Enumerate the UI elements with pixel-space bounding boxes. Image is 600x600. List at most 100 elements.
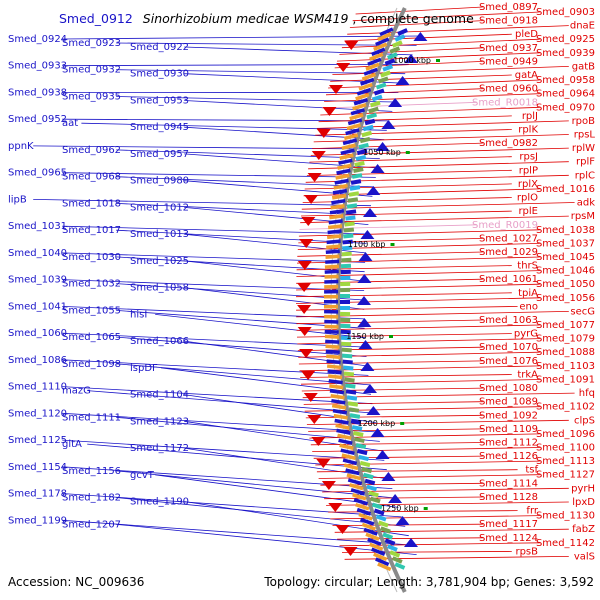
gene-label-right[interactable]: adk	[577, 198, 595, 209]
gene-label-right[interactable]: Smed_1096	[536, 429, 595, 440]
gene-feature-band[interactable]	[367, 57, 382, 66]
gene-feature-band[interactable]	[391, 556, 403, 564]
gene-feature-band[interactable]	[347, 478, 363, 486]
gene-feature-band[interactable]	[323, 304, 339, 309]
gene-feature-band[interactable]	[384, 538, 396, 546]
gene-feature-band[interactable]	[345, 215, 356, 221]
gene-feature-band[interactable]	[358, 512, 373, 521]
gene-feature-band[interactable]	[350, 108, 366, 116]
gene-feature-band[interactable]	[368, 106, 379, 114]
gene-label-right[interactable]: rplO	[517, 193, 538, 204]
gene-label-right[interactable]: Smed_1038	[536, 225, 595, 236]
gene-feature-band[interactable]	[331, 193, 347, 200]
gene-feature-band[interactable]	[333, 413, 348, 420]
gene-feature-band[interactable]	[340, 317, 351, 323]
gene-label-left[interactable]: Smed_1086	[8, 355, 67, 366]
gene-feature-band[interactable]	[377, 32, 392, 42]
gene-label-right[interactable]: Smed_0970	[536, 102, 595, 113]
gene-feature-band[interactable]	[334, 418, 349, 425]
gene-feature-band[interactable]	[346, 123, 361, 131]
gene-label-left[interactable]: Smed_1041	[8, 301, 67, 312]
gene-label-right[interactable]: Smed_1117	[479, 519, 538, 530]
gene-feature-band[interactable]	[369, 100, 381, 108]
gene-label-right[interactable]: Smed_1016	[536, 184, 595, 195]
gene-feature-band[interactable]	[358, 82, 373, 91]
gene-feature-band[interactable]	[368, 490, 379, 498]
gene-feature-band[interactable]	[329, 384, 344, 390]
gene-feature-band[interactable]	[323, 294, 339, 299]
gene-feature-band[interactable]	[377, 76, 389, 84]
gene-label-left[interactable]: Smed_1060	[8, 328, 67, 339]
gene-label-left[interactable]: Smed_1017	[62, 225, 121, 236]
gene-feature-band[interactable]	[389, 46, 401, 54]
gene-feature-band[interactable]	[365, 532, 380, 541]
gene-label-left[interactable]: Smed_1066	[130, 336, 189, 347]
gene-feature-band[interactable]	[340, 263, 352, 269]
gene-feature-band[interactable]	[328, 219, 343, 225]
gene-label-right[interactable]: lpxD	[572, 497, 595, 508]
gene-feature-band[interactable]	[355, 92, 370, 101]
gene-feature-band[interactable]	[364, 478, 376, 486]
gene-feature-band[interactable]	[361, 466, 373, 474]
gene-feature-band[interactable]	[380, 526, 391, 534]
gene-feature-band[interactable]	[363, 527, 378, 536]
gene-label-left[interactable]: Smed_1025	[130, 256, 189, 267]
gene-label-right[interactable]: thrS	[517, 261, 538, 272]
gene-feature-band[interactable]	[350, 488, 365, 496]
gene-feature-band[interactable]	[382, 64, 394, 72]
gene-feature-band[interactable]	[384, 58, 396, 66]
gene-label-left[interactable]: Smed_1098	[62, 359, 121, 370]
gene-feature-band[interactable]	[377, 520, 389, 528]
gene-label-left[interactable]: gltA	[62, 439, 82, 450]
gene-feature-band[interactable]	[327, 224, 343, 230]
gene-feature-band[interactable]	[364, 118, 376, 126]
gene-feature-band[interactable]	[371, 47, 386, 56]
gene-feature-band[interactable]	[359, 517, 375, 526]
gene-feature-band[interactable]	[329, 209, 345, 215]
gene-label-left[interactable]: Smed_0953	[130, 96, 189, 107]
gene-feature-band[interactable]	[326, 239, 341, 245]
gene-feature-band[interactable]	[349, 483, 364, 491]
gene-label-right[interactable]: Smed_0958	[536, 75, 595, 86]
gene-label-left[interactable]: Smed_1055	[62, 305, 121, 316]
gene-feature-band[interactable]	[352, 103, 367, 111]
gene-feature-band[interactable]	[373, 552, 388, 562]
gene-label-right[interactable]: Smed_1112	[479, 438, 538, 449]
gene-feature-band[interactable]	[340, 448, 355, 456]
gene-feature-band[interactable]	[391, 40, 403, 48]
gene-label-left[interactable]: Smed_1111	[62, 412, 121, 423]
gene-feature-band[interactable]	[353, 167, 364, 173]
gene-label-right[interactable]: gatB	[572, 61, 595, 72]
gene-label-right[interactable]: Smed_1091	[536, 375, 595, 386]
gene-label-left[interactable]: Smed_0980	[130, 176, 189, 187]
gene-label-right[interactable]: secG	[570, 306, 595, 317]
gene-label-right[interactable]: Smed_1046	[536, 266, 595, 277]
gene-feature-band[interactable]	[355, 502, 370, 511]
gene-label-left[interactable]: Smed_1207	[62, 519, 121, 530]
gene-feature-band[interactable]	[353, 97, 369, 106]
gene-feature-band[interactable]	[351, 173, 363, 179]
gene-label-right[interactable]: Smed_1128	[479, 492, 538, 503]
gene-label-right[interactable]: Smed_0903	[536, 7, 595, 18]
gene-label-right[interactable]: rplW	[572, 143, 595, 154]
gene-label-right[interactable]: rplF	[576, 157, 595, 168]
gene-feature-band[interactable]	[351, 425, 363, 431]
gene-feature-band[interactable]	[331, 198, 346, 205]
gene-feature-band[interactable]	[375, 82, 387, 90]
gene-feature-band[interactable]	[330, 394, 345, 400]
gene-feature-band[interactable]	[356, 507, 372, 516]
gene-feature-band[interactable]	[345, 468, 360, 476]
gene-label-right[interactable]: rpsJ	[519, 152, 538, 163]
gene-feature-band[interactable]	[324, 300, 338, 304]
gene-feature-band[interactable]	[345, 128, 360, 136]
gene-feature-band[interactable]	[340, 275, 351, 281]
gene-feature-band[interactable]	[340, 148, 355, 156]
gene-feature-band[interactable]	[350, 419, 362, 425]
gene-feature-band[interactable]	[329, 389, 345, 395]
gene-label-left[interactable]: Smed_0957	[130, 149, 189, 160]
gene-feature-band[interactable]	[339, 293, 351, 299]
gene-feature-band[interactable]	[345, 389, 357, 395]
gene-feature-band[interactable]	[327, 374, 343, 380]
gene-feature-band[interactable]	[356, 148, 368, 156]
gene-feature-band[interactable]	[375, 514, 387, 522]
